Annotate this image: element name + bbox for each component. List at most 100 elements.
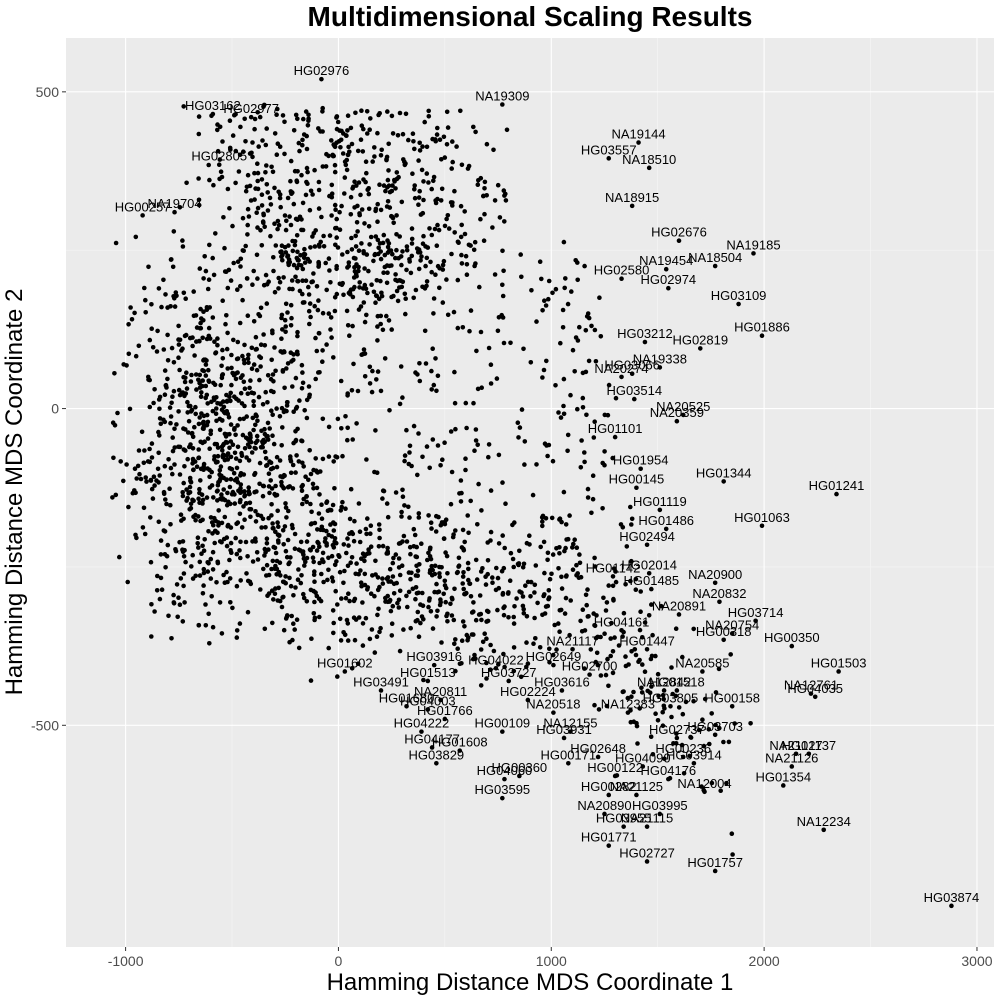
data-point	[290, 238, 295, 244]
data-point	[375, 587, 381, 593]
data-point	[139, 429, 145, 435]
data-point	[181, 583, 186, 589]
point-label: HG00360	[492, 760, 548, 775]
data-point	[300, 380, 306, 386]
data-point	[385, 514, 391, 520]
data-point	[546, 278, 552, 284]
data-point	[405, 604, 410, 610]
data-point	[219, 492, 224, 497]
data-point	[284, 218, 289, 224]
data-point	[491, 147, 496, 153]
data-point	[486, 454, 491, 460]
data-point	[389, 294, 394, 300]
labeled-data-point	[140, 213, 145, 218]
data-point	[352, 269, 358, 274]
data-point	[364, 109, 370, 114]
data-point	[480, 639, 486, 645]
data-point	[397, 588, 403, 594]
data-point	[671, 741, 676, 746]
data-point	[567, 513, 572, 518]
data-point	[444, 109, 450, 115]
data-point	[385, 238, 390, 243]
data-point	[237, 548, 242, 553]
data-point	[241, 379, 247, 385]
data-point	[485, 540, 491, 545]
data-point	[577, 560, 583, 566]
data-point	[612, 635, 617, 640]
data-point	[345, 536, 350, 541]
data-point	[373, 558, 378, 564]
labeled-data-point	[342, 669, 348, 674]
data-point	[416, 266, 422, 272]
data-point	[251, 391, 257, 396]
data-point	[142, 285, 147, 291]
data-point	[330, 579, 336, 584]
data-point	[553, 286, 559, 292]
data-point	[382, 252, 388, 258]
data-point	[216, 508, 221, 513]
data-point	[414, 554, 420, 560]
data-point	[215, 459, 220, 465]
data-point	[401, 627, 406, 632]
data-point	[299, 172, 304, 178]
data-point	[341, 542, 347, 547]
data-point	[582, 450, 587, 455]
data-point	[124, 462, 129, 467]
data-point	[238, 539, 243, 545]
data-point	[543, 604, 549, 609]
data-point	[143, 475, 148, 480]
data-point	[288, 583, 294, 589]
point-label: NA20900	[688, 567, 742, 582]
data-point	[162, 463, 168, 469]
labeled-data-point	[644, 859, 650, 864]
point-label: HG02805	[191, 149, 247, 164]
data-point	[320, 550, 326, 556]
data-point	[378, 278, 383, 284]
data-point	[637, 706, 642, 711]
data-point	[314, 548, 320, 553]
data-point	[255, 178, 260, 184]
data-point	[172, 304, 178, 309]
data-point	[477, 284, 482, 290]
data-point	[329, 335, 334, 340]
data-point	[345, 128, 350, 133]
data-point	[528, 579, 534, 585]
data-point	[537, 259, 543, 265]
data-point	[171, 600, 177, 605]
data-point	[181, 447, 187, 452]
data-point	[590, 473, 596, 479]
data-point	[408, 270, 414, 276]
data-point	[433, 356, 438, 361]
data-point	[272, 591, 278, 596]
data-point	[147, 446, 152, 452]
data-point	[373, 206, 379, 212]
labeled-data-point	[502, 776, 507, 782]
data-point	[279, 405, 285, 411]
data-point	[358, 580, 364, 585]
data-point	[167, 405, 173, 410]
data-point	[416, 431, 421, 436]
data-point	[540, 519, 545, 524]
data-point	[252, 126, 257, 132]
data-point	[176, 342, 182, 347]
data-point	[329, 182, 335, 188]
data-point	[300, 460, 305, 466]
data-point	[385, 109, 390, 114]
data-point	[485, 618, 491, 624]
data-point	[613, 579, 619, 585]
data-point	[326, 567, 331, 573]
data-point	[156, 429, 161, 435]
data-point	[457, 661, 463, 667]
data-point	[210, 408, 216, 414]
point-label: NA19338	[633, 351, 687, 366]
data-point	[556, 410, 561, 415]
data-point	[328, 315, 334, 320]
data-point	[250, 140, 255, 145]
data-point	[224, 477, 229, 482]
data-point	[391, 555, 396, 561]
data-point	[385, 244, 391, 250]
data-point	[239, 401, 245, 406]
data-point	[332, 162, 338, 168]
data-point	[162, 419, 168, 425]
data-point	[432, 563, 438, 569]
